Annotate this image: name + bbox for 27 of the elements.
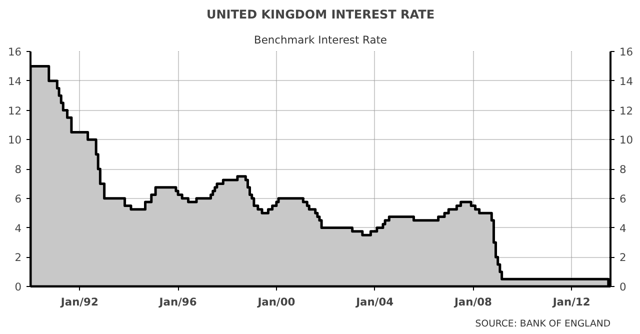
x-tick-label: Jan/96 — [158, 296, 197, 308]
y-tick-label: 8 — [14, 163, 22, 176]
source-note: SOURCE: BANK OF ENGLAND — [475, 318, 611, 330]
x-tick-label: Jan/08 — [453, 296, 492, 308]
y2-tick-label: 6 — [620, 192, 626, 206]
y-tick-label: 4 — [14, 222, 22, 235]
y-tick-label: 10 — [8, 134, 22, 147]
y2-tick-label: 12 — [620, 104, 634, 118]
y2-tick-label: 0 — [620, 280, 626, 294]
chart-title: UNITED KINGDOM INTEREST RATE — [206, 8, 435, 22]
y-tick-label: 12 — [8, 104, 22, 118]
y2-tick-label: 16 — [620, 46, 634, 58]
x-tick-label: Jan/04 — [355, 296, 394, 308]
x-tick-label: Jan/92 — [60, 296, 98, 308]
y-tick-label: 0 — [14, 280, 22, 294]
chart-subtitle: Benchmark Interest Rate — [254, 34, 387, 46]
y-tick-label: 2 — [14, 251, 22, 264]
y2-tick-label: 10 — [620, 134, 634, 147]
y-tick-label: 6 — [14, 192, 22, 206]
y-tick-label: 16 — [8, 46, 22, 58]
y-tick-label: 14 — [8, 74, 22, 88]
y2-tick-label: 8 — [620, 163, 626, 176]
y2-tick-label: 4 — [620, 222, 626, 235]
y2-tick-label: 2 — [620, 251, 626, 264]
y2-tick-label: 14 — [620, 74, 634, 88]
x-tick-label: Jan/00 — [256, 296, 296, 308]
x-tick-label: Jan/12 — [552, 296, 590, 308]
